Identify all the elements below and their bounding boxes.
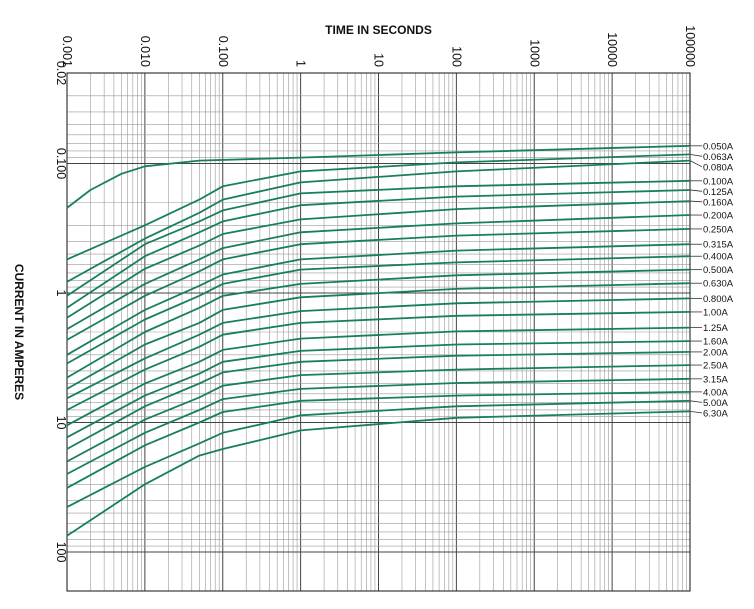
series-line-0.250A (66, 228, 691, 341)
series-line-0.630A (66, 282, 691, 390)
series-label-5.00A: 5.00A (703, 398, 728, 409)
series-label-4.00A: 4.00A (703, 387, 728, 398)
x-axis-title: TIME IN SECONDS (325, 23, 432, 37)
series-label-leader (689, 160, 703, 168)
x-tick-label: 1 (294, 60, 308, 67)
series-lines (66, 144, 691, 537)
x-tick-label: 0.100 (216, 36, 230, 67)
series-line-3.15A (66, 377, 691, 475)
series-line-0.500A (66, 268, 691, 379)
series-line-0.125A (66, 189, 691, 309)
series-label-0.050A: 0.050A (703, 141, 734, 152)
series-label-leader (689, 400, 703, 403)
series-label-leader (689, 189, 703, 192)
series-line-2.00A (66, 351, 691, 450)
series-line-1.00A (66, 311, 691, 411)
x-tick-label: 100 (449, 46, 463, 67)
x-tick-label: 10000 (605, 32, 619, 67)
series-line-0.063A (66, 153, 691, 261)
series-label-0.160A: 0.160A (703, 197, 734, 208)
series-label-leader (689, 200, 703, 203)
x-tick-label: 0.010 (138, 36, 152, 67)
y-tick-label: 10 (54, 416, 68, 430)
series-label-0.200A: 0.200A (703, 211, 734, 222)
series-label-6.30A: 6.30A (703, 408, 728, 419)
series-line-0.400A (66, 255, 691, 365)
series-label-0.250A: 0.250A (703, 224, 734, 235)
y-tick-label: 0.02 (54, 61, 68, 85)
x-axis-ticks: 0.001 0.010 0.100 1 10 100 1000 10000 100000 (60, 25, 697, 67)
series-line-6.30A (66, 410, 691, 537)
series-label-0.063A: 0.063A (703, 152, 734, 163)
series-line-1.60A (66, 340, 691, 439)
series-label-0.630A: 0.630A (703, 279, 734, 290)
series-label-1.25A: 1.25A (703, 323, 728, 334)
y-tick-label: 100 (54, 542, 68, 563)
series-label-0.400A: 0.400A (703, 252, 734, 263)
y-tick-label: 1 (54, 290, 68, 297)
y-axis-ticks: 0.02 0.100 1 10 100 (54, 61, 68, 563)
series-line-0.080A (66, 159, 691, 283)
series-label-0.100A: 0.100A (703, 176, 734, 187)
y-tick-label: 0.100 (54, 148, 68, 179)
series-line-0.800A (66, 297, 691, 400)
series-line-5.00A (66, 399, 691, 508)
x-tick-label: 1000 (527, 39, 541, 67)
series-label-0.315A: 0.315A (703, 240, 734, 251)
series-label-1.60A: 1.60A (703, 337, 728, 348)
series-line-0.100A (66, 179, 691, 297)
series-label-leader (689, 410, 703, 414)
series-label-1.00A: 1.00A (703, 307, 728, 318)
grid (66, 72, 690, 591)
series-label-0.125A: 0.125A (703, 187, 734, 198)
x-tick-label: 10 (372, 53, 386, 67)
x-tick-label: 0.001 (60, 36, 74, 67)
y-axis-title: CURRENT IN AMPERES (12, 264, 26, 400)
series-label-2.00A: 2.00A (703, 347, 728, 358)
series-label-0.500A: 0.500A (703, 265, 734, 276)
series-label-0.080A: 0.080A (703, 162, 734, 173)
series-line-0.315A (66, 243, 691, 356)
plot-border (66, 72, 691, 592)
series-line-0.200A (66, 214, 691, 330)
series-label-0.800A: 0.800A (703, 294, 734, 305)
series-label-leader (689, 153, 703, 157)
series-line-1.25A (66, 326, 691, 427)
x-tick-label: 100000 (683, 25, 697, 67)
series-line-0.050A (66, 144, 691, 209)
series-line-2.50A (66, 364, 691, 463)
series-line-4.00A (66, 391, 691, 489)
series-label-3.15A: 3.15A (703, 374, 728, 385)
series-label-2.50A: 2.50A (703, 361, 728, 372)
series-line-0.160A (66, 200, 691, 319)
